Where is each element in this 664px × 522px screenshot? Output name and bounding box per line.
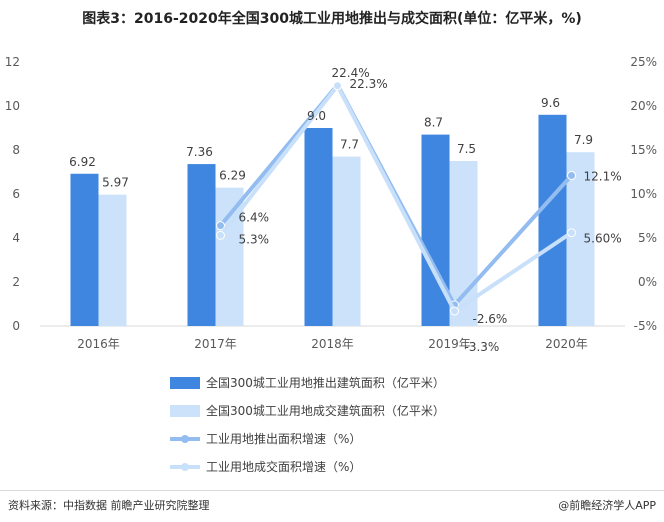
brand-credit: @前瞻经济学人APP — [558, 499, 656, 512]
line-value-label: 6.4% — [239, 211, 270, 225]
bar-value-label: 5.97 — [102, 176, 129, 190]
legend-label: 工业用地成交面积增速（%） — [206, 459, 361, 474]
y-left-tick-label: 6 — [12, 187, 20, 201]
bar — [332, 156, 361, 326]
bar-value-label: 6.92 — [69, 155, 96, 169]
chart-svg: 0 2 4 6 8 10 12 -5% 0% 5% 10% 15% 20% 25% 2016年 2017年 20… — [5, 55, 657, 474]
bars — [70, 114, 595, 326]
bar-value-label: 7.5 — [457, 142, 476, 156]
line-point — [567, 171, 576, 181]
series-line — [218, 83, 573, 314]
bar-value-label: 6.29 — [219, 169, 246, 183]
bar — [70, 173, 99, 326]
x-tick-label: 2017年 — [194, 337, 237, 351]
line-point — [450, 306, 459, 316]
line-value-label: -3.3% — [465, 340, 500, 354]
bar-value-label: 7.9 — [574, 133, 593, 147]
bar-value-label: 7.7 — [340, 138, 359, 152]
y-right-tick-label: 10% — [630, 187, 657, 201]
lines — [216, 80, 576, 316]
line-point — [333, 81, 342, 91]
legend-label: 全国300城工业用地成交建筑面积（亿平米） — [206, 403, 445, 418]
legend-marker — [181, 435, 189, 443]
y-left-tick-label: 8 — [12, 143, 20, 157]
bar — [187, 164, 216, 326]
bar — [304, 128, 333, 326]
bar-value-label: 8.7 — [424, 116, 443, 130]
legend-marker — [181, 463, 189, 471]
bar — [566, 152, 595, 326]
source-note: 资料来源：中指数据 前瞻产业研究院整理 — [8, 499, 210, 512]
y-right-tick-label: 0% — [638, 275, 657, 289]
line-value-label: 5.3% — [239, 232, 270, 246]
x-tick-label: 2018年 — [311, 337, 354, 351]
x-tick-label: 2019年 — [428, 337, 471, 351]
legend-label: 工业用地推出面积增速（%） — [206, 432, 361, 446]
footer: 资料来源：中指数据 前瞻产业研究院整理 @前瞻经济学人APP — [0, 490, 664, 515]
bar — [538, 114, 567, 326]
y-left-tick-label: 10 — [5, 99, 20, 113]
legend: 全国300城工业用地推出建筑面积（亿平米） 全国300城工业用地成交建筑面积（亿平… — [170, 375, 445, 474]
line-value-label: 22.3% — [350, 77, 388, 91]
y-right-tick-label: -5% — [634, 319, 657, 333]
x-tick-label: 2020年 — [545, 337, 588, 351]
line-value-label: 12.1% — [584, 170, 622, 184]
bar-value-label: 7.36 — [186, 145, 213, 159]
bar-value-label: 9.0 — [307, 109, 326, 123]
y-left-tick-label: 0 — [12, 319, 20, 333]
legend-label: 全国300城工业用地推出建筑面积（亿平米） — [206, 375, 445, 390]
line-point — [216, 230, 225, 240]
bar — [98, 194, 127, 326]
x-tick-label: 2016年 — [77, 337, 120, 351]
axes: 0 2 4 6 8 10 12 -5% 0% 5% 10% 15% 20% 25% 2016年 2017年 20… — [5, 55, 657, 351]
data-labels: 6.92 7.36 9.0 8.7 9.6 5.97 6.29 7.7 7.5 7.9 6.4% 22… — [69, 66, 621, 354]
bar-value-label: 9.6 — [541, 96, 560, 110]
line-point — [216, 221, 225, 231]
y-right-tick-label: 25% — [630, 55, 657, 69]
line-point — [567, 228, 576, 238]
y-right-tick-label: 5% — [638, 231, 657, 245]
y-left-tick-label: 12 — [5, 55, 20, 69]
line-value-label: -2.6% — [473, 312, 508, 326]
y-left-tick-label: 2 — [12, 275, 20, 289]
line-value-label: 22.4% — [332, 66, 370, 80]
legend-swatch — [170, 377, 200, 389]
y-right-tick-label: 20% — [630, 99, 657, 113]
legend-swatch — [170, 405, 200, 417]
y-left-tick-label: 4 — [12, 231, 20, 245]
y-right-tick-label: 15% — [630, 143, 657, 157]
chart-title: 图表3：2016-2020年全国300城工业用地推出与成交面积(单位：亿平米，%… — [82, 11, 582, 27]
line-value-label: 5.60% — [584, 232, 622, 246]
